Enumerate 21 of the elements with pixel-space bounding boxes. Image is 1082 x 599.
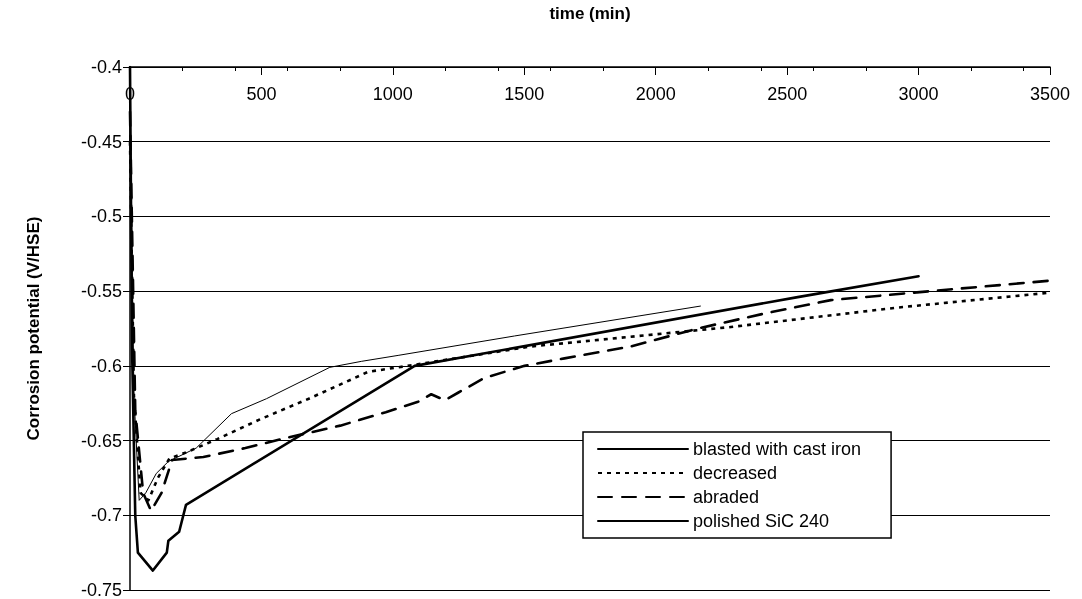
x-tick-label: 1500 <box>504 84 545 104</box>
y-tick-label: -0.4 <box>90 57 122 77</box>
y-tick-label: -0.7 <box>90 505 122 526</box>
y-tick-label: -0.45 <box>80 131 122 152</box>
y-axis-title: Corrosion potential (V/HSE) <box>24 216 43 441</box>
x-tick-label: 2000 <box>635 84 676 104</box>
x-tick-label: 1000 <box>372 84 413 104</box>
y-tick-label: -0.6 <box>90 355 122 376</box>
x-axis-title: time (min) <box>549 4 631 23</box>
x-tick-label: 3500 <box>1029 84 1071 104</box>
legend-label: polished SiC 240 <box>693 511 830 531</box>
x-tick-label: 3000 <box>898 84 939 104</box>
x-tick-label: 500 <box>246 84 277 104</box>
legend-label: decreased <box>693 463 778 483</box>
x-tick-label: 2500 <box>767 84 808 104</box>
y-tick-label: -0.5 <box>90 206 122 227</box>
y-tick-label: -0.55 <box>80 281 122 302</box>
legend-label: blasted with cast iron <box>693 439 862 459</box>
legend-label: abraded <box>693 487 760 507</box>
y-tick-label: -0.65 <box>80 430 122 451</box>
y-tick-label: -0.75 <box>80 580 122 599</box>
